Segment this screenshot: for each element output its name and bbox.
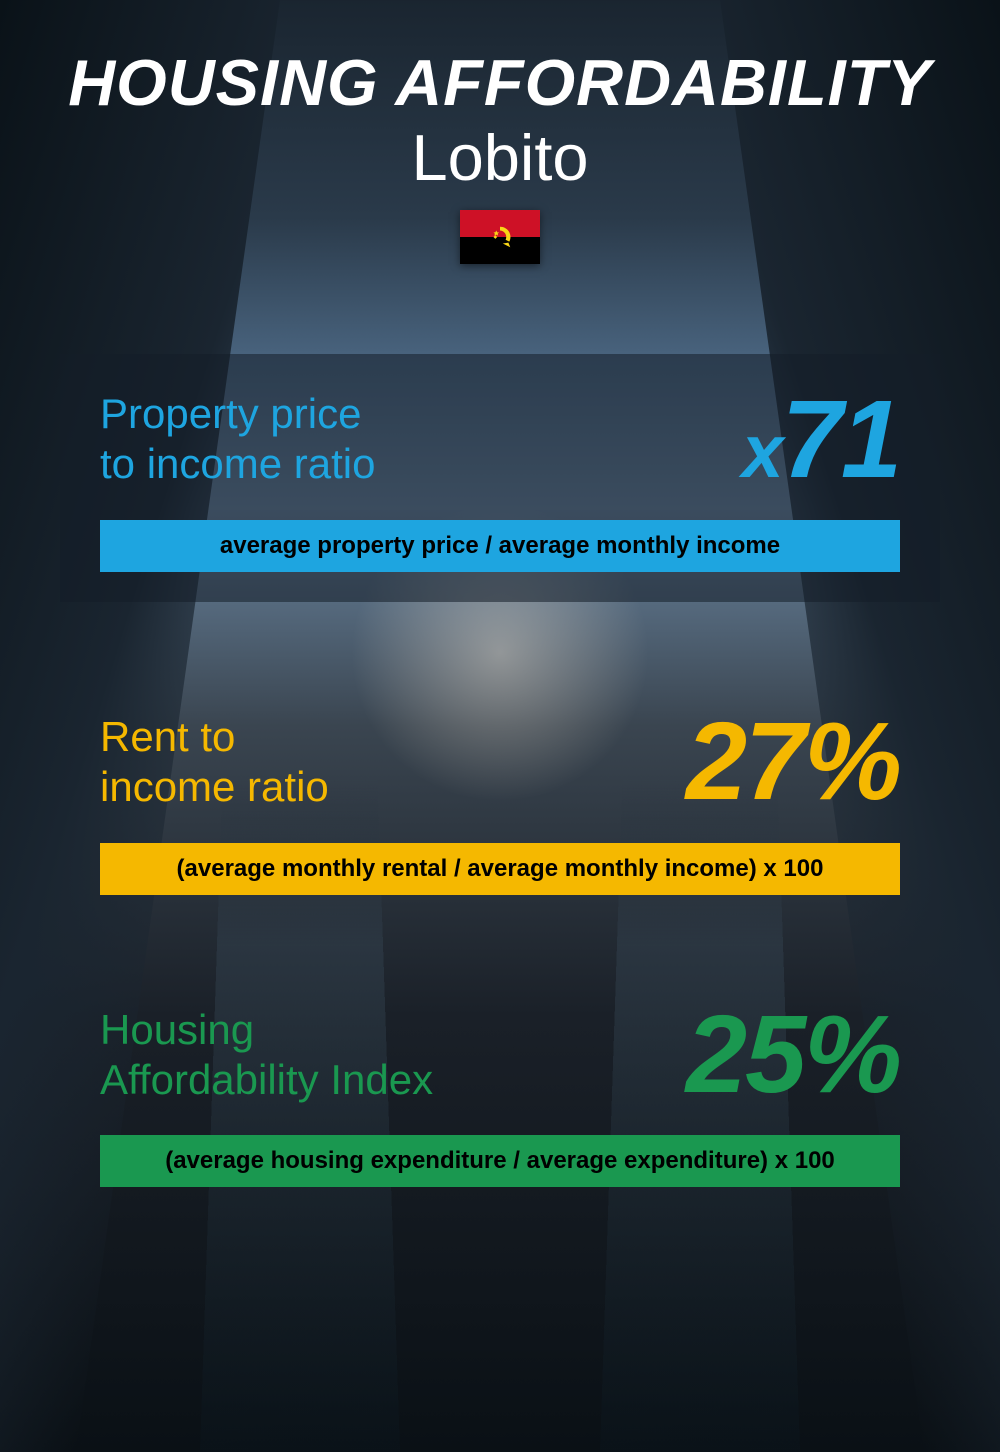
subtitle: Lobito: [60, 120, 940, 195]
formula-bar: (average monthly rental / average monthl…: [100, 843, 900, 895]
metric-value: x71: [742, 393, 900, 487]
formula-bar: (average housing expenditure / average e…: [100, 1135, 900, 1187]
metric-property-price: Property price to income ratio x71 avera…: [60, 354, 940, 602]
formula-bar: average property price / average monthly…: [100, 520, 900, 572]
main-title: HOUSING AFFORDABILITY: [60, 50, 940, 115]
header: HOUSING AFFORDABILITY Lobito: [60, 50, 940, 264]
metric-rent-income: Rent to income ratio 27% (average monthl…: [60, 712, 940, 895]
infographic-content: HOUSING AFFORDABILITY Lobito Property pr…: [0, 0, 1000, 1347]
metric-value: 25%: [686, 1008, 900, 1102]
metric-affordability-index: Housing Affordability Index 25% (average…: [60, 1005, 940, 1188]
metric-label: Housing Affordability Index: [100, 1005, 433, 1106]
flag-emblem-icon: [486, 223, 514, 251]
metric-label: Rent to income ratio: [100, 712, 329, 813]
metric-label: Property price to income ratio: [100, 389, 375, 490]
metric-value: 27%: [686, 715, 900, 809]
flag-angola: [460, 210, 540, 264]
